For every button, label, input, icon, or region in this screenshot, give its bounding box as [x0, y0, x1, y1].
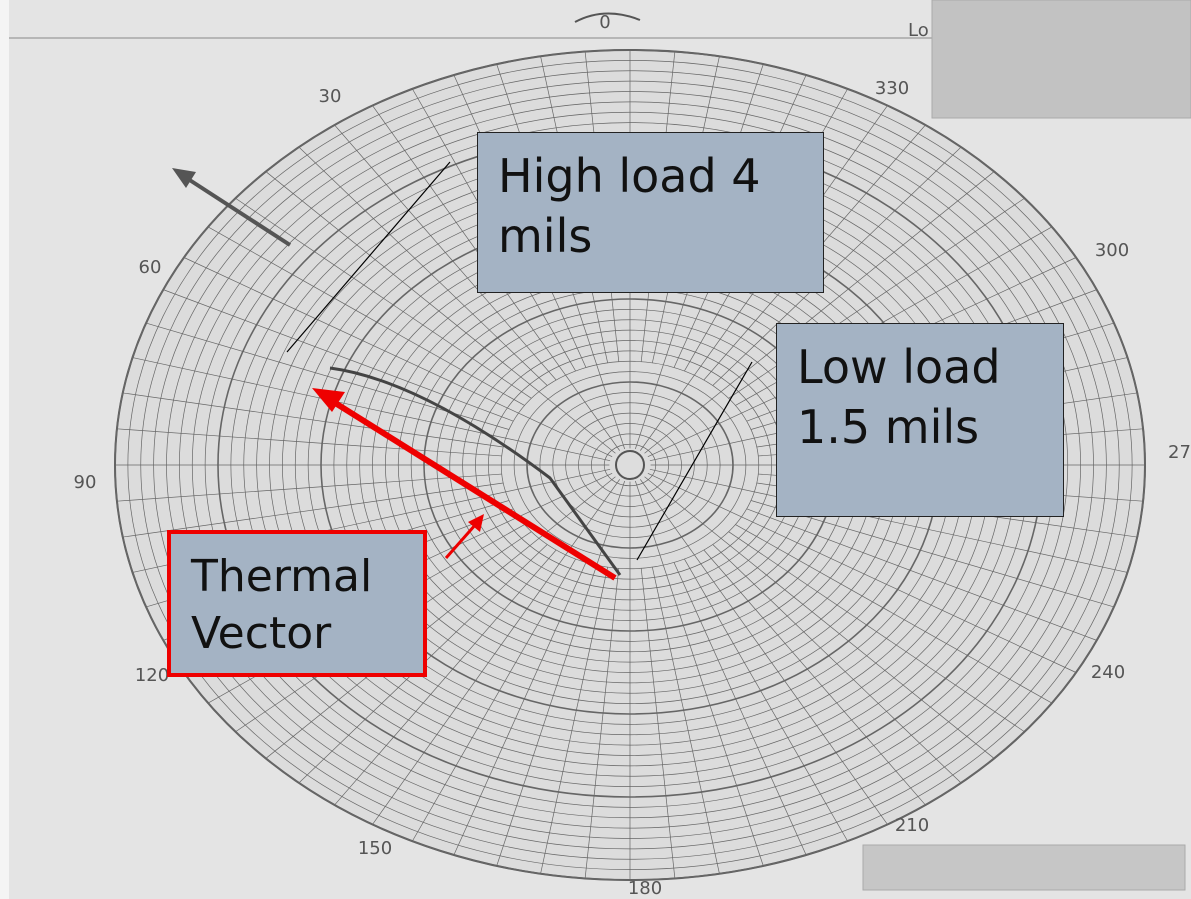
grid-line — [644, 171, 995, 454]
grid-line — [453, 562, 587, 856]
leader-line — [636, 361, 753, 561]
grid-line — [540, 567, 608, 874]
grid-line — [640, 479, 888, 825]
angle-label: 330 — [875, 78, 909, 99]
grid-line — [207, 226, 525, 406]
angle-label: 210 — [895, 815, 929, 836]
angle-label: 180 — [628, 878, 662, 899]
low-load-box: Low load 1.5 mils — [776, 323, 1064, 517]
grid-line — [746, 508, 1097, 641]
handwritten-trace — [329, 366, 622, 576]
grid-line — [122, 482, 504, 538]
grid-line — [640, 568, 676, 879]
grid-line — [634, 480, 764, 866]
high-load-box: High load 4 mils — [477, 132, 824, 293]
grid-line — [334, 549, 557, 806]
grid-line — [334, 124, 557, 381]
grid-line — [372, 479, 620, 825]
grid-line — [673, 562, 807, 856]
grid-line — [735, 524, 1053, 704]
grid-line — [122, 392, 504, 448]
cover-box — [931, 0, 1191, 119]
thermal-vector-head — [312, 388, 345, 412]
thermal-vector-arrow — [330, 398, 617, 581]
grid-line — [684, 558, 848, 842]
angle-label: 120 — [135, 665, 169, 686]
left-strip — [0, 0, 9, 899]
angle-label: 27 — [1168, 442, 1191, 463]
grid-line — [265, 171, 616, 454]
grid-line — [116, 473, 502, 502]
cover-box — [862, 844, 1186, 891]
grid-line — [584, 568, 620, 879]
grid-line — [647, 472, 1077, 673]
grid-line — [728, 531, 1025, 733]
grid-line — [712, 146, 962, 386]
pointer-arrow — [444, 523, 478, 559]
top-label: Lo — [908, 20, 929, 41]
angle-label: 0 — [599, 12, 610, 33]
angle-label: 300 — [1095, 240, 1129, 261]
grid-line — [649, 468, 1128, 573]
angle-label: 90 — [74, 472, 97, 493]
dark-arrow-head — [172, 168, 196, 188]
grid-line — [750, 500, 1115, 608]
rotation-arrow — [574, 12, 641, 23]
angle-label: 150 — [358, 838, 392, 859]
grid-line — [412, 558, 576, 842]
thermal-vector-box: Thermal Vector — [167, 530, 427, 677]
grid-line — [183, 257, 613, 458]
angle-label: 240 — [1091, 662, 1125, 683]
grid-line — [265, 476, 616, 759]
grid-line — [163, 289, 514, 422]
grid-line — [652, 567, 720, 874]
leader-line — [286, 161, 451, 353]
grid-line — [298, 146, 548, 386]
grid-line — [644, 476, 995, 759]
grid-line — [615, 450, 645, 480]
grid-line — [116, 428, 502, 457]
grid-line — [235, 197, 532, 399]
grid-line — [132, 357, 611, 462]
grid-line — [703, 549, 926, 806]
grid-line — [496, 480, 626, 866]
angle-label: 30 — [319, 86, 342, 107]
pointer-arrow-head — [468, 514, 484, 532]
grid-line — [712, 544, 962, 784]
angle-label: 60 — [139, 257, 162, 278]
dark-arrow — [183, 175, 292, 247]
